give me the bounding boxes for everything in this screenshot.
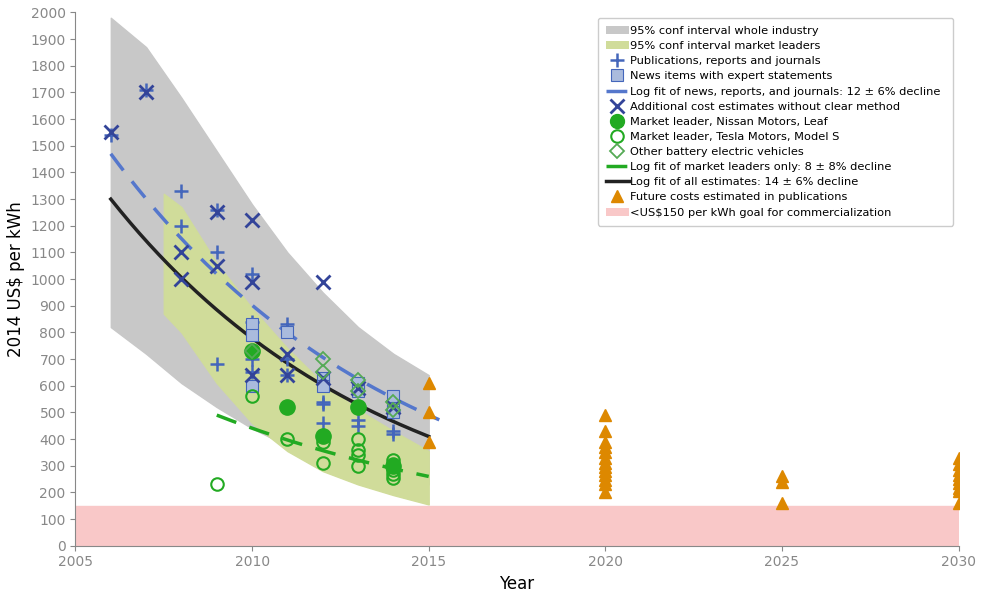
Y-axis label: 2014 US$ per kWh: 2014 US$ per kWh bbox=[7, 201, 25, 357]
Legend: 95% conf interval whole industry, 95% conf interval market leaders, Publications: 95% conf interval whole industry, 95% co… bbox=[598, 18, 953, 226]
Bar bbox=[76, 506, 958, 546]
X-axis label: Year: Year bbox=[499, 575, 535, 593]
